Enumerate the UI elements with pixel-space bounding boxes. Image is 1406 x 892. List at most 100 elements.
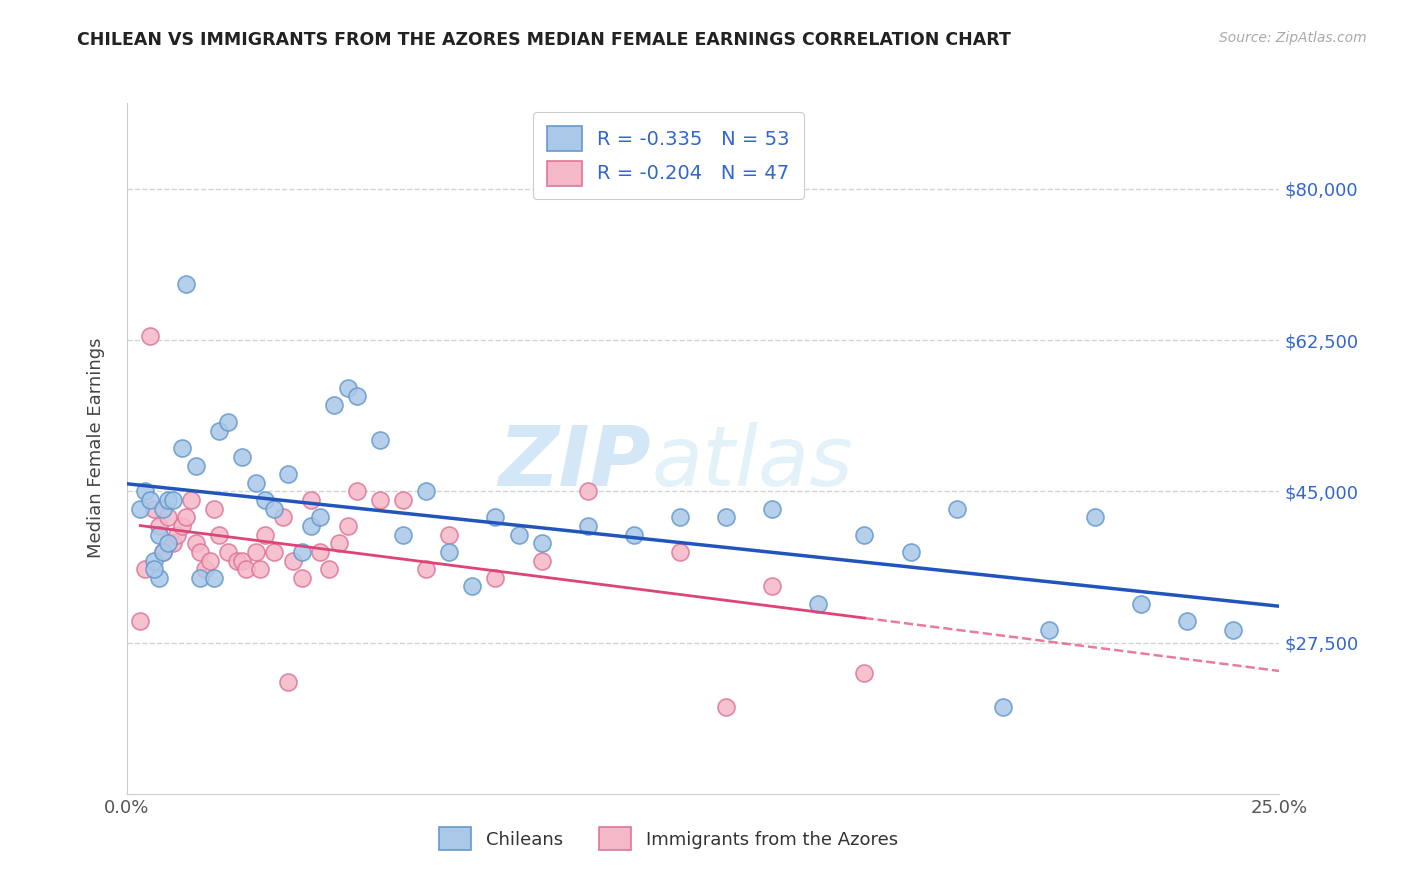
Point <box>900 545 922 559</box>
Point <box>623 527 645 541</box>
Point <box>157 493 180 508</box>
Point <box>415 562 437 576</box>
Point <box>299 493 322 508</box>
Point <box>318 562 340 576</box>
Point <box>530 553 553 567</box>
Point <box>245 545 267 559</box>
Point <box>291 545 314 559</box>
Point <box>217 545 239 559</box>
Point <box>346 484 368 499</box>
Point <box>1175 614 1198 628</box>
Point <box>439 527 461 541</box>
Point <box>202 571 225 585</box>
Text: atlas: atlas <box>651 422 853 502</box>
Point <box>336 381 359 395</box>
Point <box>129 501 152 516</box>
Point <box>530 536 553 550</box>
Point <box>188 571 211 585</box>
Point <box>328 536 350 550</box>
Point <box>245 475 267 490</box>
Point <box>162 536 184 550</box>
Point <box>194 562 217 576</box>
Point <box>129 614 152 628</box>
Point <box>853 665 876 680</box>
Point <box>277 674 299 689</box>
Point <box>576 519 599 533</box>
Point <box>157 510 180 524</box>
Point <box>1084 510 1107 524</box>
Point <box>253 493 276 508</box>
Point <box>273 510 295 524</box>
Point <box>346 389 368 403</box>
Point <box>152 501 174 516</box>
Point <box>148 519 170 533</box>
Point <box>157 536 180 550</box>
Point <box>1222 623 1244 637</box>
Point <box>415 484 437 499</box>
Point <box>148 527 170 541</box>
Point <box>299 519 322 533</box>
Point <box>148 571 170 585</box>
Point <box>166 527 188 541</box>
Point <box>263 501 285 516</box>
Point <box>170 442 193 455</box>
Text: CHILEAN VS IMMIGRANTS FROM THE AZORES MEDIAN FEMALE EARNINGS CORRELATION CHART: CHILEAN VS IMMIGRANTS FROM THE AZORES ME… <box>77 31 1011 49</box>
Text: ZIP: ZIP <box>499 422 651 502</box>
Point <box>1038 623 1060 637</box>
Point <box>461 580 484 594</box>
Point <box>152 545 174 559</box>
Point <box>202 501 225 516</box>
Point <box>761 501 783 516</box>
Point <box>309 545 332 559</box>
Point <box>143 501 166 516</box>
Point <box>368 493 391 508</box>
Point <box>170 519 193 533</box>
Point <box>217 415 239 429</box>
Point <box>176 277 198 291</box>
Point <box>669 510 692 524</box>
Point <box>263 545 285 559</box>
Point <box>184 536 207 550</box>
Point <box>208 527 231 541</box>
Point <box>134 484 156 499</box>
Point <box>576 484 599 499</box>
Point <box>208 424 231 438</box>
Point <box>714 700 737 714</box>
Point <box>484 571 506 585</box>
Y-axis label: Median Female Earnings: Median Female Earnings <box>87 338 105 558</box>
Point <box>162 493 184 508</box>
Point <box>253 527 276 541</box>
Point <box>484 510 506 524</box>
Point <box>669 545 692 559</box>
Point <box>291 571 314 585</box>
Point <box>134 562 156 576</box>
Point <box>198 553 221 567</box>
Point <box>188 545 211 559</box>
Point <box>277 467 299 482</box>
Point <box>392 527 415 541</box>
Point <box>807 597 830 611</box>
Text: Source: ZipAtlas.com: Source: ZipAtlas.com <box>1219 31 1367 45</box>
Point <box>336 519 359 533</box>
Point <box>231 553 253 567</box>
Point <box>184 458 207 473</box>
Point <box>226 553 249 567</box>
Point <box>180 493 202 508</box>
Point <box>392 493 415 508</box>
Legend: Chileans, Immigrants from the Azores: Chileans, Immigrants from the Azores <box>432 820 905 857</box>
Point <box>1130 597 1153 611</box>
Point <box>323 398 346 412</box>
Point <box>143 562 166 576</box>
Point <box>991 700 1014 714</box>
Point <box>138 493 160 508</box>
Point <box>231 450 253 464</box>
Point <box>508 527 530 541</box>
Point <box>368 433 391 447</box>
Point <box>309 510 332 524</box>
Point <box>945 501 967 516</box>
Point <box>176 510 198 524</box>
Point <box>152 545 174 559</box>
Point <box>138 329 160 343</box>
Point <box>249 562 271 576</box>
Point <box>235 562 257 576</box>
